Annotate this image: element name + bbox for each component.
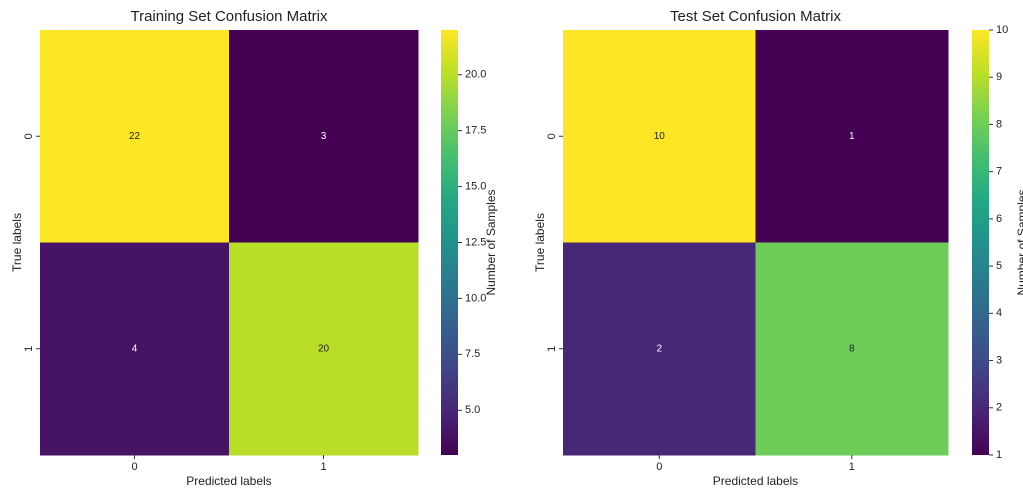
colorbar-tick-label: 5.0: [465, 404, 480, 416]
x-tick-label: 1: [320, 461, 326, 473]
y-tick-label: 1: [23, 346, 35, 352]
cell-annotation: 4: [132, 343, 138, 354]
colorbar-tick-label: 1: [996, 449, 1002, 461]
chart-title: Test Set Confusion Matrix: [670, 8, 841, 25]
colorbar-label: Number of Samples: [484, 189, 498, 295]
x-tick-label: 1: [849, 461, 855, 473]
colorbar-tick-label: 3: [996, 354, 1002, 366]
colorbar-tick-label: 5: [996, 260, 1002, 272]
chart-title: Training Set Confusion Matrix: [130, 8, 328, 25]
heatmap-cell: [229, 242, 419, 456]
heatmap-cell: [563, 242, 756, 456]
colorbar-tick-label: 20.0: [465, 69, 486, 81]
colorbar: [441, 30, 458, 455]
colorbar-tick-label: 2: [996, 402, 1002, 414]
colorbar-tick-label: 10.0: [465, 292, 486, 304]
cell-annotation: 10: [654, 131, 666, 142]
colorbar-tick-label: 7.5: [465, 348, 480, 360]
colorbar-tick-label: 7: [996, 166, 1002, 178]
cell-annotation: 3: [321, 131, 327, 142]
y-tick-label: 1: [546, 346, 558, 352]
x-axis-label: Predicted labels: [186, 474, 271, 488]
colorbar-tick-label: 8: [996, 118, 1002, 130]
cell-annotation: 2: [656, 343, 662, 354]
cell-annotation: 22: [129, 131, 141, 142]
cell-annotation: 8: [849, 343, 855, 354]
colorbar-tick-label: 15.0: [465, 180, 486, 192]
heatmap-cell: [755, 30, 949, 243]
y-axis-label: True labels: [533, 213, 547, 272]
heatmap-cell: [40, 242, 230, 456]
colorbar: [972, 30, 989, 455]
colorbar-tick-label: 9: [996, 71, 1002, 83]
heatmap-cell: [755, 242, 949, 456]
cell-annotation: 20: [318, 343, 330, 354]
colorbar-tick-label: 4: [996, 307, 1002, 319]
colorbar-label: Number of Samples: [1015, 189, 1023, 295]
heatmap-cell: [229, 30, 419, 243]
colorbar-tick-label: 6: [996, 213, 1002, 225]
x-tick-label: 0: [656, 461, 662, 473]
cell-annotation: 1: [849, 131, 855, 142]
colorbar-tick-label: 17.5: [465, 125, 486, 137]
heatmap-cell: [563, 30, 756, 243]
y-tick-label: 0: [546, 133, 558, 139]
x-axis-label: Predicted labels: [713, 474, 798, 488]
y-tick-label: 0: [23, 133, 35, 139]
colorbar-tick-label: 12.5: [465, 236, 486, 248]
x-tick-label: 0: [131, 461, 137, 473]
colorbar-tick-label: 10: [996, 24, 1008, 36]
y-axis-label: True labels: [10, 213, 24, 272]
heatmap-cell: [40, 30, 230, 243]
